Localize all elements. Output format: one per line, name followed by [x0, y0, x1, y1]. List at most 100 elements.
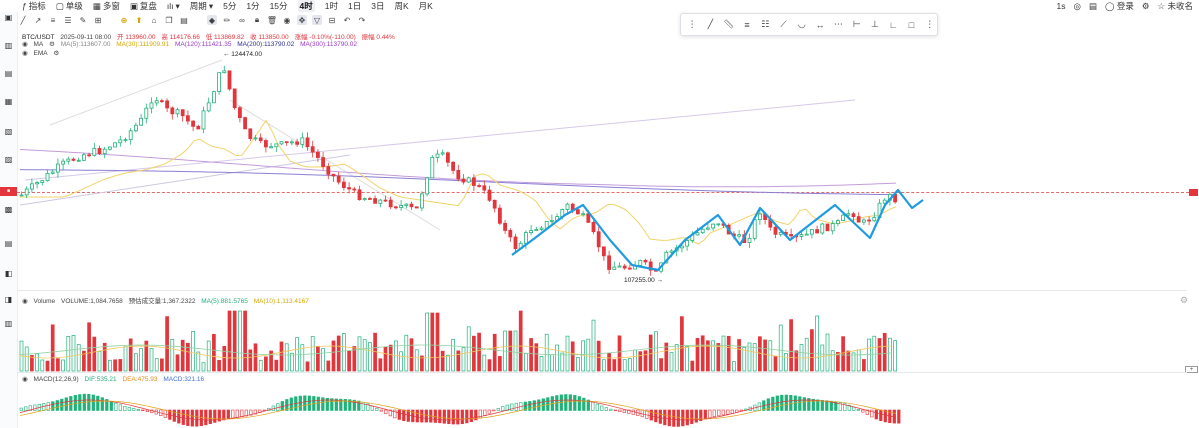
sidebar-icon-10[interactable]: ◨ [4, 295, 13, 304]
volume-bar [30, 355, 34, 372]
interval-5m[interactable]: 5分 [223, 1, 237, 11]
floating-drawing-panel: ⋮ ╱ 📏︎ ≡ ☷ ⟋ ◡ ↔ ⋯ ⊢ ⊥ ∟ □ ⋮ [680, 13, 938, 36]
link-tool-icon[interactable]: ∞ [239, 15, 245, 25]
ray-tool-icon[interactable]: ↗ [34, 15, 42, 25]
buy-marker-icon[interactable]: ⊕ [120, 15, 128, 25]
multi-window-button[interactable]: ▦ 多窗 [92, 0, 120, 12]
interval-1m[interactable]: 1分 [246, 1, 260, 11]
candle [503, 222, 508, 231]
angle-icon[interactable]: ∟ [888, 19, 898, 30]
trend-line-icon[interactable]: ╱ [707, 19, 714, 29]
parallel-lines-icon[interactable]: ≡ [744, 19, 750, 30]
arc-icon[interactable]: ◡ [797, 19, 806, 29]
sidebar-icon-11[interactable]: ▥ [4, 319, 13, 328]
macd-bar [604, 407, 608, 411]
settings-small-icon[interactable]: ⚙ [49, 41, 55, 48]
save-icon[interactable]: ▤ [1088, 0, 1097, 11]
brush-tool-icon[interactable]: ✏ [223, 15, 231, 25]
sidebar-icon-7[interactable]: ▩ [4, 205, 13, 214]
redo-icon[interactable]: ↷ [358, 15, 366, 25]
long-marker-icon[interactable]: ⬆ [135, 15, 143, 25]
candle [295, 141, 300, 145]
settings-small-icon[interactable]: ⚙ [53, 50, 60, 57]
volume-bar [804, 337, 809, 372]
interval-1d[interactable]: 1日 [348, 1, 362, 11]
eye-icon[interactable]: ◉ [22, 376, 28, 383]
candle [19, 194, 24, 197]
macd-bar [663, 409, 667, 426]
macd-bar [487, 409, 491, 414]
volume-expand-button[interactable]: + [1185, 366, 1198, 373]
hline-tool-icon[interactable]: ≡ [50, 15, 56, 25]
candle [700, 228, 705, 234]
trash-tool-icon[interactable]: 🗑︎ [266, 15, 278, 25]
segment-icon[interactable]: ↔ [815, 19, 825, 30]
dotted-line-icon[interactable]: ⋯ [833, 19, 843, 29]
ruler-icon[interactable]: 📏︎ [722, 19, 735, 29]
eye-icon[interactable]: ◉ [22, 50, 28, 57]
eye-icon[interactable]: ◉ [22, 41, 28, 48]
volume-bar [404, 334, 409, 372]
layers-icon[interactable]: ▤ [180, 15, 188, 25]
macd-bar [672, 409, 676, 427]
seconds-toggle[interactable]: 1s [1056, 1, 1066, 11]
pen-tool-icon[interactable]: ✎ [79, 15, 87, 25]
hide-tool-icon[interactable]: ◉ [283, 15, 291, 25]
align-tool-icon[interactable]: ⊟ [328, 15, 336, 25]
interval-15m[interactable]: 15分 [269, 1, 288, 11]
eye-icon[interactable]: ◉ [22, 298, 28, 305]
volume-bar [752, 343, 757, 372]
rectangle-icon[interactable]: □ [908, 19, 915, 30]
measure-tool-icon[interactable]: ⊞ [94, 15, 102, 25]
candle [310, 146, 315, 153]
interval-1h[interactable]: 1时 [324, 1, 338, 11]
login-button[interactable]: ◯ 登录 [1104, 1, 1134, 11]
sidebar-icon-9[interactable]: ◧ [4, 269, 13, 278]
candle [82, 154, 86, 161]
interval-4h[interactable]: 4时 [297, 0, 315, 12]
undo-icon[interactable]: ↶ [343, 15, 351, 25]
candle [810, 229, 814, 235]
magnet-icon[interactable]: ⌂ [151, 15, 157, 25]
volume-bar [539, 356, 544, 372]
more-icon[interactable]: ⋮ [925, 19, 935, 29]
drag-handle-icon[interactable]: ⋮ [687, 19, 697, 29]
settings-icon[interactable]: ⚙ [1141, 0, 1150, 11]
interval-week[interactable]: 周K [394, 1, 409, 11]
volume-bar [560, 352, 565, 372]
sidebar-icon-2[interactable]: ▥ [4, 41, 13, 50]
drag-tool-icon[interactable]: ✥ [297, 15, 307, 25]
sidebar-icon-3[interactable]: ▤ [4, 69, 13, 78]
volume-bar [40, 359, 45, 372]
sidebar-icon-4[interactable]: ▦ [4, 97, 13, 106]
interval-month[interactable]: 月K [418, 1, 433, 11]
sidebar-icon-8[interactable]: ▤ [4, 239, 13, 248]
line-tool-icon[interactable]: ╱ [20, 15, 26, 25]
volume-bar [492, 333, 497, 372]
chart-type-button[interactable]: ılı ▾ [166, 0, 180, 12]
sidebar-icon-1[interactable]: ▣ [4, 13, 13, 22]
diagonal-icon[interactable]: ⟋ [780, 19, 787, 29]
volume-settings-icon[interactable]: ⚙ [1180, 295, 1189, 305]
sidebar-icon-6[interactable]: ▨ [4, 155, 13, 164]
sidebar-icon-5[interactable]: ▧ [4, 127, 13, 136]
macd-bar [532, 400, 536, 411]
copy-icon[interactable]: ❐ [165, 15, 173, 25]
price-range-icon[interactable]: ⊢ [852, 19, 861, 29]
indicators-button[interactable]: ƒ 指标 [22, 1, 46, 11]
lock-tool-icon[interactable]: 🔒︎ [254, 15, 260, 24]
interval-3d[interactable]: 3日 [371, 1, 385, 11]
camera-icon[interactable]: ◎ [1073, 0, 1081, 11]
period-button[interactable]: 周期 ▾ [189, 0, 214, 12]
fib-icon[interactable]: ☷ [761, 19, 770, 29]
date-range-icon[interactable]: ⊥ [871, 19, 879, 29]
volume-bar [544, 333, 549, 372]
cursor-tool-icon[interactable]: ◆ [207, 15, 217, 25]
volume-bar [716, 343, 721, 372]
single-window-button[interactable]: ▢ 单级 [55, 0, 83, 12]
favorite-button[interactable]: ☆ 未收名 [1157, 1, 1193, 11]
channel-tool-icon[interactable]: ☰ [64, 15, 72, 25]
review-button[interactable]: ▣ 复盘 [129, 0, 157, 12]
filter-tool-icon[interactable]: ▽ [312, 15, 322, 25]
